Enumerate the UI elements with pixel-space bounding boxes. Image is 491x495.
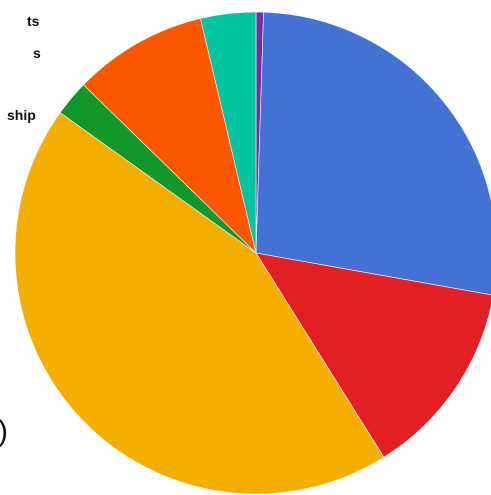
pie-slices (14, 11, 491, 495)
pie-slice-2 (255, 252, 491, 458)
pie-slice-1 (255, 11, 491, 296)
pie-slice-5 (83, 18, 257, 254)
label-fragment-s: s (33, 45, 41, 61)
label-fragment-ship: ship (7, 107, 36, 123)
pie-slice-6 (200, 11, 257, 254)
pie-slice-3 (14, 112, 385, 495)
label-fragment-ts: ts (27, 13, 40, 29)
label-fragment-paren: ) (0, 415, 8, 448)
